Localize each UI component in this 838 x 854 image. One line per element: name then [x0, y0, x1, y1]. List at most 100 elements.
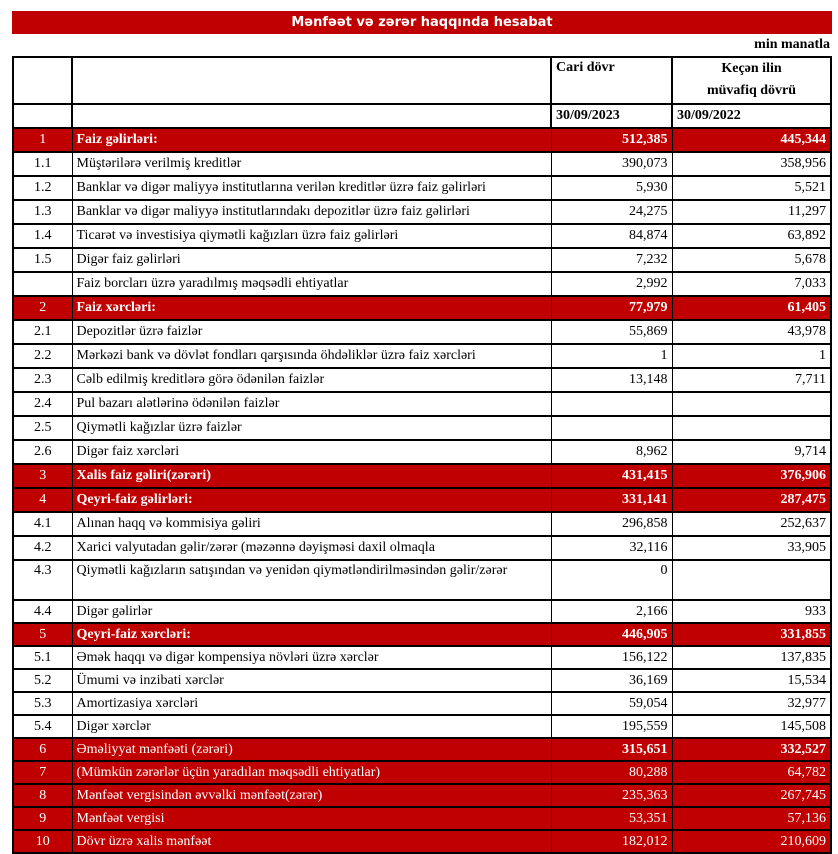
table-row: 1.3 Banklar və digər maliyyə institutları… — [12, 199, 832, 225]
previous-value: 376,906 — [671, 463, 832, 489]
previous-date: 30/09/2022 — [671, 103, 832, 129]
current-value: 8,962 — [550, 439, 673, 465]
current-value: 13,148 — [550, 367, 673, 393]
header-row: Cari dövr Keçən ilin müvafiq dövrü — [12, 56, 832, 105]
row-label: Xalis faiz gəliri(zərəri) — [71, 463, 552, 489]
current-value: 5,930 — [550, 175, 673, 201]
row-label: Digər faiz gəlirləri — [71, 247, 552, 273]
previous-value: 43,978 — [671, 319, 832, 345]
current-value: 36,169 — [550, 668, 673, 693]
previous-value: 252,637 — [671, 511, 832, 537]
row-number: 4.2 — [12, 535, 73, 561]
table-row: 2.3 Cəlb edilmiş kreditlərə görə ödənilən… — [12, 367, 832, 393]
row-label: Banklar və digər maliyyə institutlarına … — [71, 175, 552, 201]
previous-value: 210,609 — [671, 829, 832, 854]
row-label: Depozitlər üzrə faizlər — [71, 319, 552, 345]
row-number — [12, 271, 73, 297]
table-row: 1.2 Banklar və digər maliyyə institutları… — [12, 175, 832, 201]
row-label: Pul bazarı alətlərinə ödənilən faizlər — [71, 391, 552, 417]
table-row: 4.4 Digər gəlirlər 2,166 933 — [12, 599, 832, 624]
current-value: 512,385 — [550, 127, 673, 153]
current-value: 296,858 — [550, 511, 673, 537]
previous-value: 63,892 — [671, 223, 832, 249]
table-row: 3 Xalis faiz gəliri(zərəri) 431,415 376,906 — [12, 463, 832, 489]
previous-value — [671, 391, 832, 417]
current-value: 77,979 — [550, 295, 673, 321]
previous-value: 445,344 — [671, 127, 832, 153]
current-value: 446,905 — [550, 622, 673, 647]
current-value: 2,992 — [550, 271, 673, 297]
table-row: 2.1 Depozitlər üzrə faizlər 55,869 43,978 — [12, 319, 832, 345]
row-number: 7 — [12, 760, 73, 785]
previous-value: 7,711 — [671, 367, 832, 393]
table-row: 4.1 Alınan haqq və kommisiya gəliri 296,85… — [12, 511, 832, 537]
row-number: 1.1 — [12, 151, 73, 177]
current-value: 55,869 — [550, 319, 673, 345]
row-label: Cəlb edilmiş kreditlərə görə ödənilən fa… — [71, 367, 552, 393]
table-row: 4 Qeyri-faiz gəlirləri: 331,141 287,475 — [12, 487, 832, 513]
row-number: 2.2 — [12, 343, 73, 369]
row-number: 4.3 — [12, 559, 73, 601]
previous-value: 9,714 — [671, 439, 832, 465]
row-label: Qiymətli kağızlar üzrə faizlər — [71, 415, 552, 441]
row-number: 8 — [12, 783, 73, 808]
table-row: 2.6 Digər faiz xərcləri 8,962 9,714 — [12, 439, 832, 465]
table-row: 5.4 Digər xərclər 195,559 145,508 — [12, 714, 832, 739]
current-value — [550, 391, 673, 417]
previous-value: 1 — [671, 343, 832, 369]
current-value: 53,351 — [550, 806, 673, 831]
row-number: 4.1 — [12, 511, 73, 537]
previous-value: 7,033 — [671, 271, 832, 297]
previous-value: 287,475 — [671, 487, 832, 513]
header-no — [12, 56, 73, 105]
previous-value — [671, 559, 832, 601]
row-number: 5.1 — [12, 645, 73, 670]
row-label: Faiz xərcləri: — [71, 295, 552, 321]
row-label: (Mümkün zərərlər üçün yaradılan məqsədli… — [71, 760, 552, 785]
row-label: Digər faiz xərcləri — [71, 439, 552, 465]
table-row: 5.1 Əmək haqqı və digər kompensiya növlər… — [12, 645, 832, 670]
income-statement-table: Cari dövr Keçən ilin müvafiq dövrü 30/09/… — [12, 56, 832, 854]
row-number: 10 — [12, 829, 73, 854]
current-value: 390,073 — [550, 151, 673, 177]
unit-label: min manatla — [754, 37, 830, 52]
header-date-row: 30/09/2023 30/09/2022 — [12, 103, 832, 129]
header-label-2 — [71, 103, 552, 129]
previous-value: 11,297 — [671, 199, 832, 225]
current-value: 315,651 — [550, 737, 673, 762]
table-row: 2.4 Pul bazarı alətlərinə ödənilən faizlə… — [12, 391, 832, 417]
row-label: Qiymətli kağızların satışından və yenidə… — [71, 559, 552, 601]
previous-value: 332,527 — [671, 737, 832, 762]
current-date: 30/09/2023 — [550, 103, 673, 129]
table-row: 8 Mənfəət vergisindən əvvəlki mənfəət(zər… — [12, 783, 832, 808]
table-row: 4.3 Qiymətli kağızların satışından və yen… — [12, 559, 832, 601]
row-label: Ticarət və investisiya qiymətli kağızlar… — [71, 223, 552, 249]
table-row: 1.4 Ticarət və investisiya qiymətli kağız… — [12, 223, 832, 249]
header-previous-line1: Keçən ilin — [721, 61, 782, 76]
row-label: Digər xərclər — [71, 714, 552, 739]
previous-value: 5,521 — [671, 175, 832, 201]
row-number: 2.4 — [12, 391, 73, 417]
row-number: 2.6 — [12, 439, 73, 465]
row-label: Digər gəlirlər — [71, 599, 552, 624]
row-number: 4 — [12, 487, 73, 513]
current-value: 7,232 — [550, 247, 673, 273]
row-label: Mənfəət vergisi — [71, 806, 552, 831]
row-number: 1.5 — [12, 247, 73, 273]
row-number: 1.4 — [12, 223, 73, 249]
row-number: 2.3 — [12, 367, 73, 393]
row-number: 1.2 — [12, 175, 73, 201]
row-number: 3 — [12, 463, 73, 489]
previous-value: 145,508 — [671, 714, 832, 739]
header-no-2 — [12, 103, 73, 129]
row-label: Mənfəət vergisindən əvvəlki mənfəət(zərə… — [71, 783, 552, 808]
previous-value: 267,745 — [671, 783, 832, 808]
row-label: Xarici valyutadan gəlir/zərər (məzənnə d… — [71, 535, 552, 561]
previous-value: 33,905 — [671, 535, 832, 561]
row-label: Alınan haqq və kommisiya gəliri — [71, 511, 552, 537]
table-row: 1.1 Müştərilərə verilmiş kreditlər 390,073… — [12, 151, 832, 177]
current-value — [550, 415, 673, 441]
table-row: 5 Qeyri-faiz xərcləri: 446,905 331,855 — [12, 622, 832, 647]
current-value: 80,288 — [550, 760, 673, 785]
table-row: 2 Faiz xərcləri: 77,979 61,405 — [12, 295, 832, 321]
